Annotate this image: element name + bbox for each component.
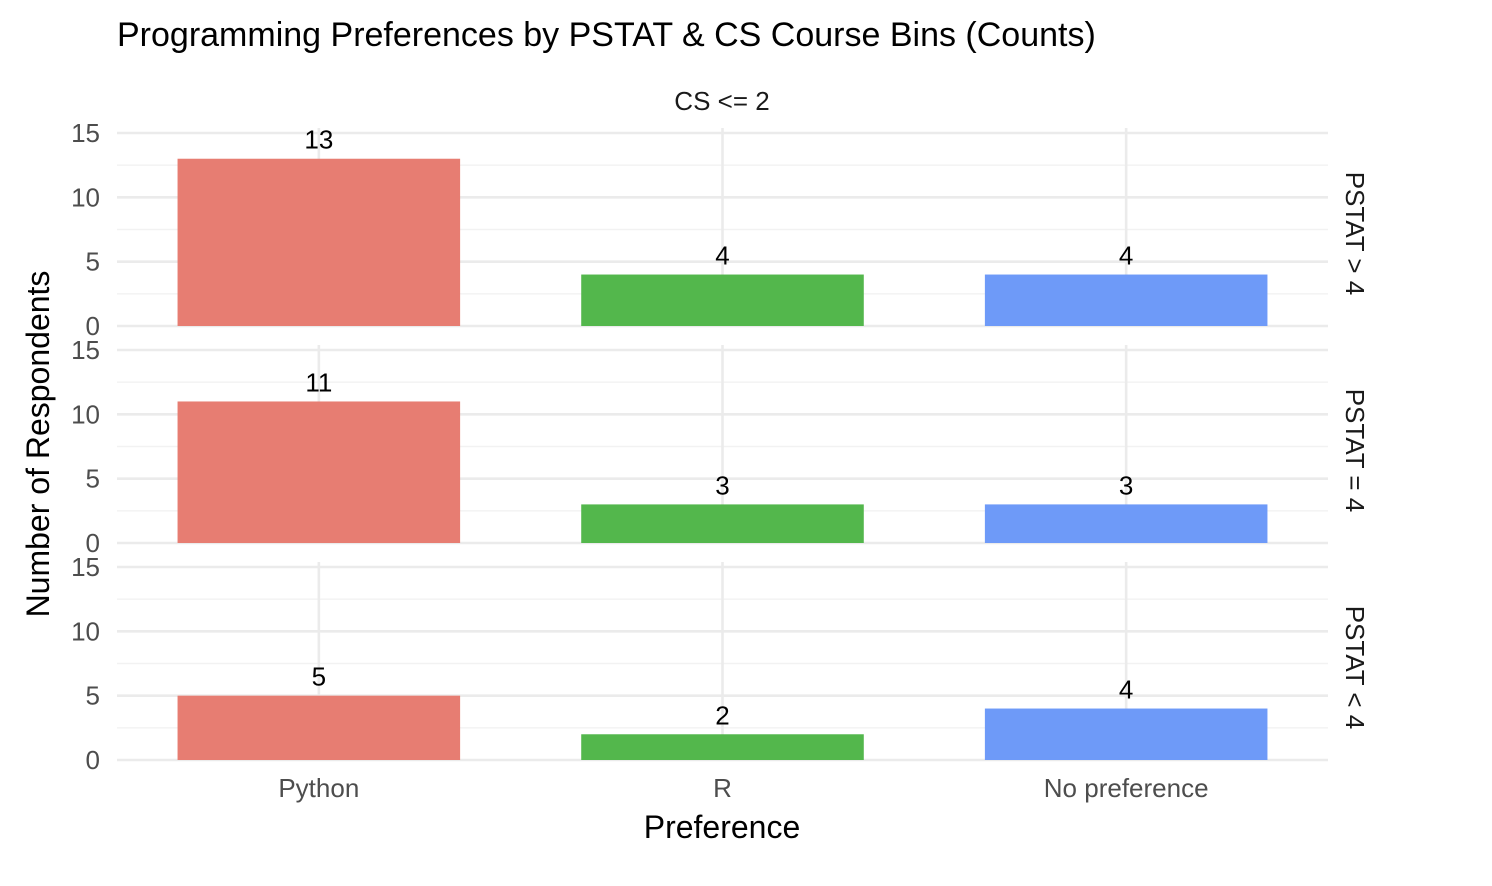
bar [581,734,864,760]
bar [177,695,461,760]
chart-title: Programming Preferences by PSTAT & CS Co… [117,16,1096,54]
panels-group: 0 5 10 15 13 4 4 PSTAT > 4 0 5 10 15 11 3 3 PSTAT = 4 0 5… [71,118,1370,803]
y-tick-label: 5 [86,464,100,494]
row-strip-label: PSTAT = 4 [1340,389,1370,513]
row-strip-label: PSTAT < 4 [1340,606,1370,730]
y-tick-label: 10 [71,182,100,212]
data-label: 3 [1119,470,1133,500]
x-tick-label: Python [278,773,359,803]
data-label: 4 [1119,241,1133,271]
bar [177,401,461,543]
bar [581,274,864,326]
data-label: 4 [715,241,729,271]
y-tick-label: 10 [71,616,100,646]
y-tick-label: 10 [71,399,100,429]
bar [984,274,1268,326]
y-axis-title: Number of Respondents [20,271,56,618]
data-label: 5 [312,662,326,692]
y-tick-label: 15 [71,552,100,582]
y-tick-label: 15 [71,335,100,365]
x-tick-label: No preference [1044,773,1209,803]
bar [177,158,461,326]
bar [984,708,1268,760]
y-tick-label: 15 [71,118,100,148]
y-tick-label: 5 [86,681,100,711]
y-tick-label: 5 [86,247,100,277]
bar [984,504,1268,543]
data-label: 2 [715,700,729,730]
bar [581,504,864,543]
data-label: 4 [1119,675,1133,705]
y-tick-label: 0 [86,745,100,775]
x-tick-label: R [713,773,732,803]
data-label: 3 [715,470,729,500]
row-strip-label: PSTAT > 4 [1340,172,1370,296]
y-tick-label: 0 [86,528,100,558]
data-label: 11 [305,367,332,397]
x-axis-title: Preference [644,809,801,845]
column-strip-label: CS <= 2 [674,86,769,116]
data-label: 13 [304,125,333,155]
y-tick-label: 0 [86,311,100,341]
